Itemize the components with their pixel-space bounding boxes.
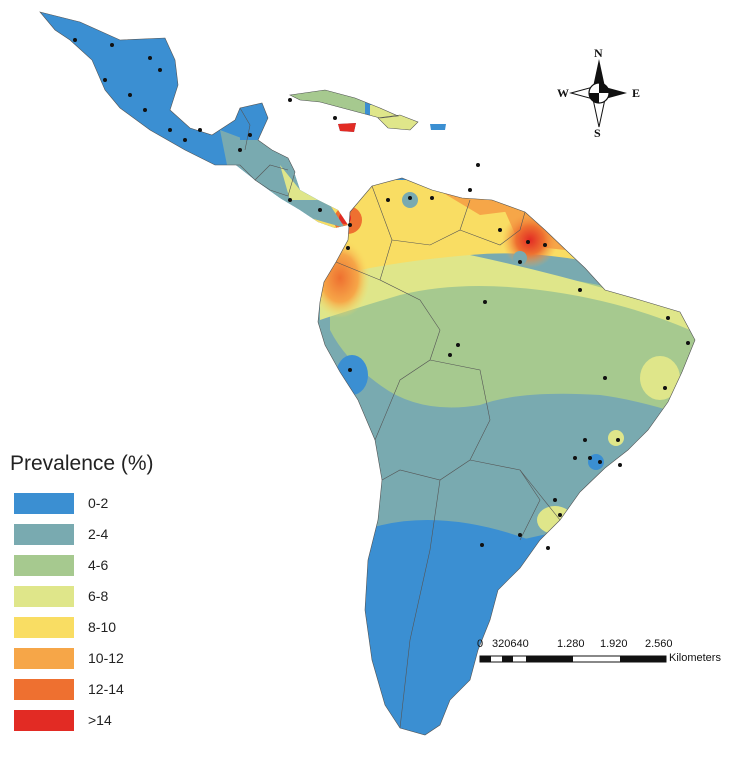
scale-tick-label: 1.920 (600, 638, 628, 650)
legend-label: >14 (88, 712, 112, 728)
legend-swatch (14, 709, 74, 731)
legend-label: 10-12 (88, 650, 124, 666)
legend-swatch (14, 647, 74, 669)
legend-label: 6-8 (88, 588, 109, 604)
compass-rose (569, 59, 627, 128)
legend-item: 12-14 (14, 678, 124, 700)
scale-unit-label: Kilometers (669, 652, 721, 664)
legend-item: 2-4 (14, 523, 108, 545)
legend-item: 4-6 (14, 554, 108, 576)
scale-tick-label: 2.560 (645, 638, 673, 650)
scale-bar-graphic (479, 655, 667, 663)
scale-tick-label: 0 (477, 638, 484, 650)
compass-west-label: W (557, 86, 569, 100)
scale-tick-label: 320640 (492, 638, 529, 650)
legend-label: 8-10 (88, 619, 117, 635)
legend-label: 12-14 (88, 681, 124, 697)
legend-label: 2-4 (88, 526, 109, 542)
compass-east-label: E (632, 86, 641, 100)
legend-swatch (14, 585, 74, 607)
compass-north-label: N (594, 46, 603, 60)
legend-swatch (14, 678, 74, 700)
country-borders (39, 11, 696, 736)
legend-item: 6-8 (14, 585, 108, 607)
legend-label: 4-6 (88, 557, 109, 573)
legend-swatch (14, 492, 74, 514)
legend-item: 8-10 (14, 616, 116, 638)
legend-item: >14 (14, 709, 112, 731)
compass-south-label: S (594, 126, 601, 140)
legend-title: Prevalence (%) (10, 452, 154, 475)
legend-item: 10-12 (14, 647, 124, 669)
legend-swatch (14, 554, 74, 576)
scale-tick-label: 1.280 (557, 638, 585, 650)
sample-points (73, 38, 690, 550)
legend-item: 0-2 (14, 492, 108, 514)
legend-swatch (14, 523, 74, 545)
legend-swatch (14, 616, 74, 638)
legend-label: 0-2 (88, 495, 109, 511)
